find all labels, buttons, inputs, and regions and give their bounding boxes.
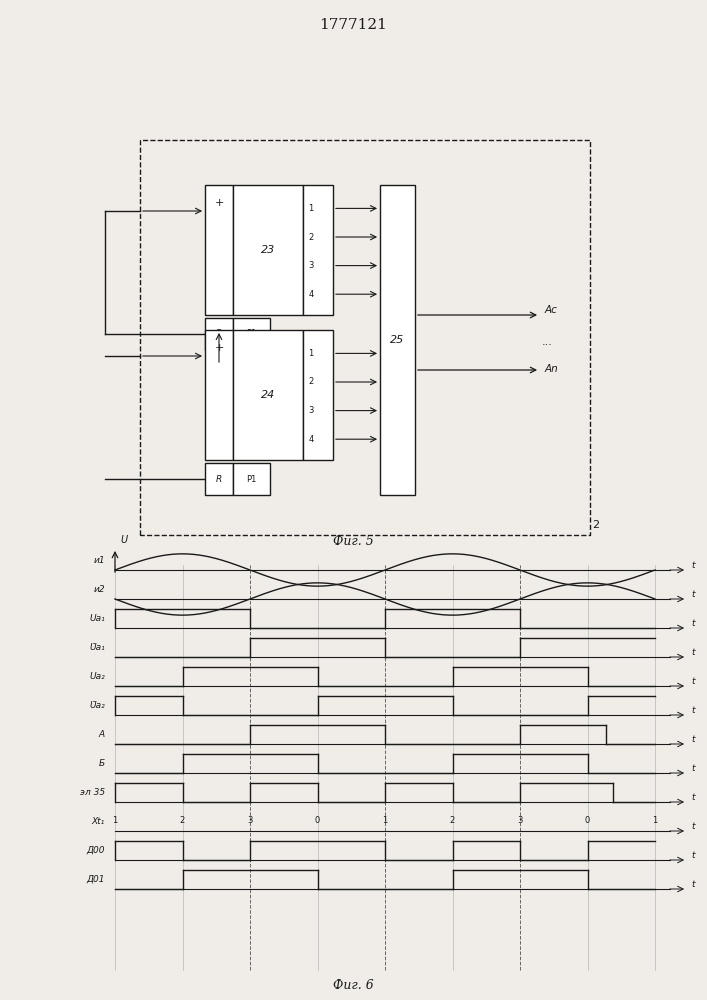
Text: Ūа₂: Ūа₂ — [89, 701, 105, 710]
Bar — [205, 463, 233, 495]
Text: Д00: Д00 — [86, 846, 105, 855]
Text: Б: Б — [99, 759, 105, 768]
Text: 2: 2 — [308, 377, 314, 386]
Text: Xt₁: Xt₁ — [92, 817, 105, 826]
Text: 0: 0 — [585, 816, 590, 825]
Bar — [205, 318, 233, 350]
Text: Д01: Д01 — [86, 875, 105, 884]
Text: t: t — [691, 793, 694, 802]
Text: U: U — [120, 535, 127, 545]
Text: t: t — [691, 677, 694, 686]
Text: t: t — [691, 822, 694, 831]
Text: Фиг. 5: Фиг. 5 — [333, 535, 374, 548]
Text: 3: 3 — [308, 406, 314, 415]
Text: 0: 0 — [315, 816, 320, 825]
Text: 2: 2 — [180, 816, 185, 825]
Text: R: R — [216, 475, 222, 484]
Text: P1: P1 — [246, 475, 256, 484]
Text: 4: 4 — [308, 435, 314, 444]
Text: R: R — [216, 330, 222, 338]
Text: t: t — [691, 764, 694, 773]
Text: 1: 1 — [308, 349, 314, 358]
Bar — [233, 185, 303, 315]
Text: t: t — [691, 880, 694, 889]
Text: A: A — [99, 730, 105, 739]
Text: 24: 24 — [261, 390, 275, 400]
Text: t: t — [691, 706, 694, 715]
Text: и1: и1 — [93, 556, 105, 565]
Bar — [303, 185, 333, 315]
Text: 2: 2 — [308, 232, 314, 241]
Text: t: t — [691, 851, 694, 860]
Text: t: t — [691, 648, 694, 657]
Text: 1: 1 — [308, 204, 314, 213]
Text: 3: 3 — [247, 816, 252, 825]
Text: 1777121: 1777121 — [320, 18, 387, 32]
Bar — [303, 330, 333, 460]
Text: Аn: Аn — [545, 364, 559, 374]
Bar — [380, 185, 415, 495]
Text: t: t — [691, 590, 694, 599]
Text: 2: 2 — [592, 520, 599, 530]
Bar — [205, 185, 233, 315]
Bar — [233, 318, 270, 350]
Text: Ас: Ас — [545, 305, 558, 315]
Text: P1: P1 — [246, 330, 256, 338]
Text: 1: 1 — [653, 816, 658, 825]
Text: Ūа₁: Ūа₁ — [89, 643, 105, 652]
Text: t: t — [691, 735, 694, 744]
Text: 23: 23 — [261, 245, 275, 255]
Text: 3: 3 — [518, 816, 522, 825]
Text: 25: 25 — [390, 335, 404, 345]
Text: 1: 1 — [382, 816, 387, 825]
Text: Фиг. 6: Фиг. 6 — [333, 979, 374, 992]
Bar — [233, 330, 303, 460]
Text: Uа₁: Uа₁ — [89, 614, 105, 623]
Bar — [233, 463, 270, 495]
Text: 4: 4 — [308, 290, 314, 299]
Text: 1: 1 — [112, 816, 117, 825]
Text: t: t — [691, 619, 694, 628]
Text: +: + — [214, 343, 223, 353]
Text: и2: и2 — [93, 585, 105, 594]
Text: эл 35: эл 35 — [80, 788, 105, 797]
Text: ...: ... — [542, 337, 553, 347]
Text: +: + — [214, 198, 223, 208]
Text: t: t — [691, 561, 694, 570]
Text: 2: 2 — [450, 816, 455, 825]
Text: Uа₂: Uа₂ — [89, 672, 105, 681]
Bar — [205, 330, 233, 460]
Text: 3: 3 — [308, 261, 314, 270]
